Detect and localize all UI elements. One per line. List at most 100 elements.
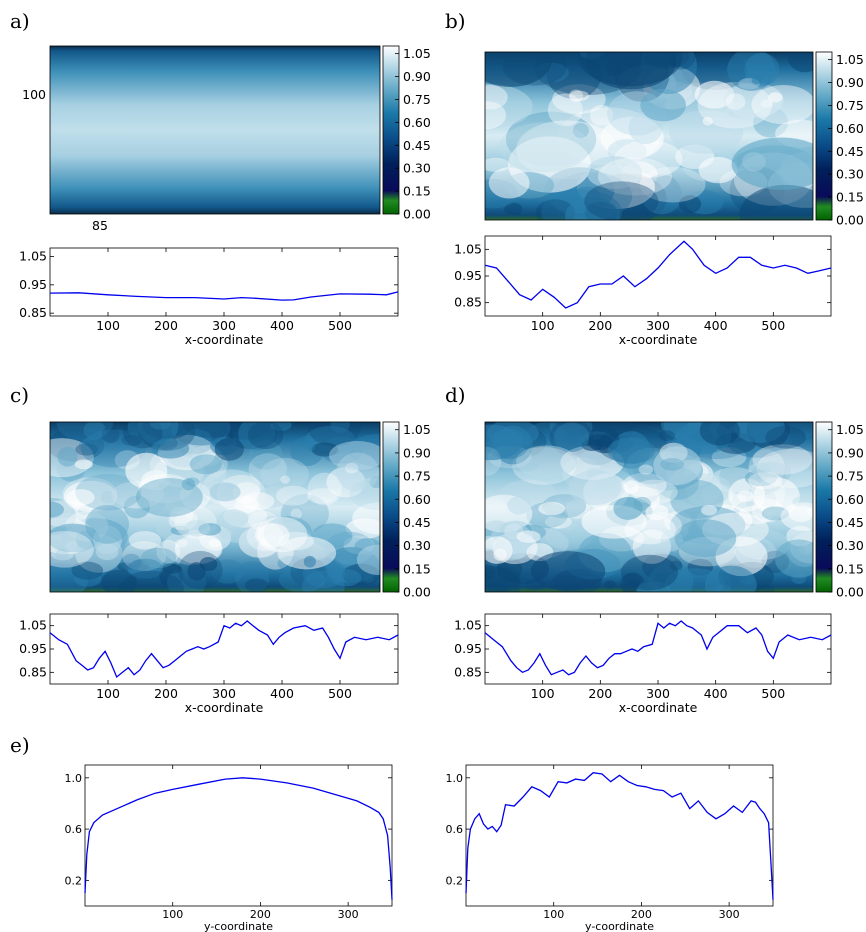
heatmap-blob bbox=[56, 422, 114, 441]
heatmap-blob bbox=[725, 93, 746, 111]
series-line bbox=[49, 620, 399, 679]
heatmap-blob bbox=[55, 548, 69, 562]
heatmap-blob bbox=[232, 481, 261, 505]
x-tick-label: 100 bbox=[531, 686, 555, 701]
heatmap-blob bbox=[336, 452, 380, 492]
heatmap-blob bbox=[613, 496, 643, 520]
colorbar bbox=[382, 421, 400, 593]
heatmap-blob bbox=[149, 422, 172, 430]
heatmap-blob bbox=[238, 422, 276, 451]
heatmap-blob bbox=[638, 464, 654, 475]
heatmap-blob bbox=[275, 485, 311, 506]
heatmap-blob bbox=[280, 475, 290, 484]
heatmap-blob bbox=[643, 52, 690, 69]
heatmap-frame bbox=[484, 421, 814, 593]
heatmap-blob bbox=[568, 89, 584, 103]
image-a-x-tick-label: 85 bbox=[92, 218, 108, 233]
heatmap-blob bbox=[369, 476, 380, 489]
heatmap-blob bbox=[50, 501, 64, 518]
heatmap-blob bbox=[198, 523, 222, 536]
heatmap-blob bbox=[209, 482, 241, 502]
heatmap-blob bbox=[485, 424, 523, 461]
heatmap-blob bbox=[248, 440, 283, 470]
y-tick-label: 0.95 bbox=[454, 268, 482, 283]
heatmap-blob bbox=[727, 52, 776, 91]
heatmap-blob bbox=[135, 493, 165, 515]
heatmap-blob bbox=[666, 52, 696, 70]
x-tick-label: 300 bbox=[338, 908, 359, 921]
heatmap-blob bbox=[290, 436, 324, 467]
colorbar bbox=[382, 45, 400, 215]
heatmap-blob bbox=[622, 472, 667, 498]
heatmap-blob bbox=[641, 539, 662, 553]
heatmap-blob bbox=[241, 492, 275, 511]
colorbar-tick-label: 0.15 bbox=[836, 561, 864, 576]
heatmap-blob bbox=[739, 184, 813, 220]
heatmap-blob bbox=[631, 479, 678, 505]
heatmap-blob bbox=[326, 466, 366, 498]
heatmap-blob bbox=[161, 563, 182, 574]
heatmap-blob bbox=[670, 479, 724, 520]
heatmap-blob bbox=[588, 425, 620, 454]
colorbar-tick-label: 0.30 bbox=[403, 538, 431, 553]
x-axis-label: y-coordinate bbox=[204, 920, 273, 932]
heatmap-blob bbox=[135, 477, 203, 517]
heatmap-blob bbox=[234, 495, 259, 514]
heatmap-blob bbox=[50, 531, 94, 568]
heatmap-blob bbox=[751, 85, 813, 125]
x-tick-label: 400 bbox=[270, 686, 294, 701]
heatmap-blob bbox=[485, 83, 533, 129]
y-tick-label: 1.0 bbox=[65, 772, 83, 785]
plot-frame bbox=[484, 235, 832, 317]
heatmap-blob bbox=[611, 431, 651, 469]
heatmap-blob bbox=[125, 452, 168, 489]
heatmap-blob bbox=[301, 570, 345, 592]
profile-a: 100 200 300 400 500 1.05 0.95 0.85 x-coordinate bbox=[19, 247, 399, 347]
heatmap-frame bbox=[49, 45, 381, 215]
heatmap-blob bbox=[169, 506, 194, 524]
heatmap-blob bbox=[92, 525, 122, 555]
plot-frame bbox=[84, 764, 393, 907]
heatmap-blob bbox=[189, 454, 222, 475]
heatmap-blob bbox=[182, 422, 239, 438]
panel-label-a: a) bbox=[10, 9, 30, 33]
heatmap-blob bbox=[485, 52, 553, 87]
plot-frame bbox=[465, 764, 774, 907]
heatmap-blob bbox=[75, 443, 99, 456]
heatmap-blob bbox=[538, 501, 565, 516]
image-a-y-tick-label: 100 bbox=[22, 87, 46, 102]
x-tick-label: 300 bbox=[212, 686, 236, 701]
heatmap-blob bbox=[219, 527, 233, 539]
heatmap-blob bbox=[584, 181, 659, 220]
heatmap-blob bbox=[791, 571, 807, 584]
heatmap-frame bbox=[49, 421, 381, 593]
heatmap-blob bbox=[121, 434, 142, 446]
y-tick-label: 0.6 bbox=[446, 823, 464, 836]
heatmap-blob bbox=[604, 580, 616, 589]
heatmap-blob bbox=[636, 581, 672, 592]
x-tick-label: 100 bbox=[531, 318, 555, 333]
heatmap-blob bbox=[137, 422, 179, 445]
heatmap-blob bbox=[702, 116, 713, 126]
colorbar-tick-label: 0.60 bbox=[836, 492, 864, 507]
heatmap-blob bbox=[57, 446, 78, 467]
heatmap-blob bbox=[639, 166, 706, 203]
plot-frame bbox=[49, 247, 399, 317]
x-tick-label: 300 bbox=[212, 318, 236, 333]
colorbar-tick-label: 0.00 bbox=[836, 213, 864, 228]
colorbar-tick-label: 0.45 bbox=[836, 144, 864, 159]
heatmap-blob bbox=[530, 551, 606, 592]
x-axis-label: x-coordinate bbox=[619, 700, 698, 715]
heatmap-blob bbox=[348, 433, 380, 468]
panel-label-b: b) bbox=[445, 9, 466, 33]
heatmap-a: 1.05 0.90 0.75 0.60 0.45 0.30 0.15 0.00 bbox=[49, 45, 431, 222]
heatmap-blob bbox=[699, 422, 740, 446]
x-tick-label: 200 bbox=[154, 318, 178, 333]
heatmap-blob bbox=[600, 116, 664, 160]
heatmap-field bbox=[50, 46, 380, 214]
heatmap-blob bbox=[661, 422, 701, 439]
profile-b: 100 200 300 400 500 1.05 0.95 0.85 x-coordinate bbox=[454, 235, 832, 347]
heatmap-blob bbox=[549, 422, 593, 442]
heatmap-blob bbox=[578, 52, 683, 87]
heatmap-blob bbox=[156, 539, 181, 564]
